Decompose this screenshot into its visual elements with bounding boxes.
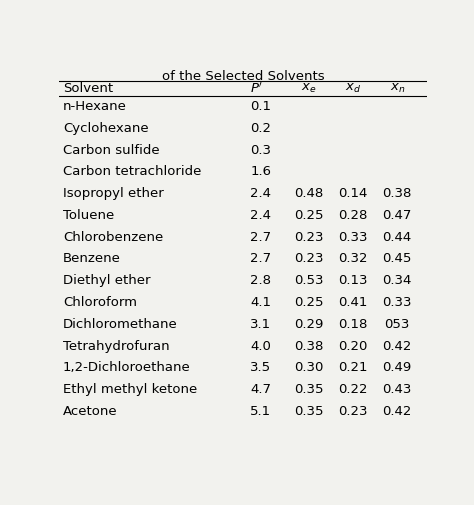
Text: 0.35: 0.35 bbox=[294, 383, 324, 396]
Text: 0.38: 0.38 bbox=[383, 187, 412, 200]
Text: Carbon sulfide: Carbon sulfide bbox=[63, 143, 160, 157]
Text: Tetrahydrofuran: Tetrahydrofuran bbox=[63, 339, 170, 352]
Text: 2.8: 2.8 bbox=[250, 274, 271, 287]
Text: 0.23: 0.23 bbox=[294, 252, 324, 266]
Text: 1,2-Dichloroethane: 1,2-Dichloroethane bbox=[63, 361, 191, 374]
Text: 0.34: 0.34 bbox=[383, 274, 412, 287]
Text: 0.20: 0.20 bbox=[338, 339, 368, 352]
Text: 0.23: 0.23 bbox=[294, 231, 324, 243]
Text: Diethyl ether: Diethyl ether bbox=[63, 274, 150, 287]
Text: 4.1: 4.1 bbox=[250, 296, 271, 309]
Text: Ethyl methyl ketone: Ethyl methyl ketone bbox=[63, 383, 197, 396]
Text: n-Hexane: n-Hexane bbox=[63, 100, 127, 113]
Text: 0.13: 0.13 bbox=[338, 274, 368, 287]
Text: 4.0: 4.0 bbox=[250, 339, 271, 352]
Text: 0.23: 0.23 bbox=[338, 405, 368, 418]
Text: 0.42: 0.42 bbox=[383, 405, 412, 418]
Text: 0.35: 0.35 bbox=[294, 405, 324, 418]
Text: 0.3: 0.3 bbox=[250, 143, 271, 157]
Text: 0.41: 0.41 bbox=[338, 296, 368, 309]
Text: 0.25: 0.25 bbox=[294, 296, 324, 309]
Text: 0.49: 0.49 bbox=[383, 361, 412, 374]
Text: 3.5: 3.5 bbox=[250, 361, 272, 374]
Text: $P'$: $P'$ bbox=[250, 81, 264, 96]
Text: 053: 053 bbox=[384, 318, 410, 331]
Text: Solvent: Solvent bbox=[63, 82, 113, 95]
Text: $x_d$: $x_d$ bbox=[345, 82, 361, 95]
Text: 4.7: 4.7 bbox=[250, 383, 271, 396]
Text: 1.6: 1.6 bbox=[250, 165, 271, 178]
Text: 0.42: 0.42 bbox=[383, 339, 412, 352]
Text: Isopropyl ether: Isopropyl ether bbox=[63, 187, 164, 200]
Text: $x_e$: $x_e$ bbox=[301, 82, 317, 95]
Text: 0.14: 0.14 bbox=[338, 187, 368, 200]
Text: Chlorobenzene: Chlorobenzene bbox=[63, 231, 163, 243]
Text: 0.47: 0.47 bbox=[383, 209, 412, 222]
Text: Acetone: Acetone bbox=[63, 405, 118, 418]
Text: 0.32: 0.32 bbox=[338, 252, 368, 266]
Text: 0.33: 0.33 bbox=[338, 231, 368, 243]
Text: Benzene: Benzene bbox=[63, 252, 121, 266]
Text: 0.18: 0.18 bbox=[338, 318, 368, 331]
Text: 2.4: 2.4 bbox=[250, 187, 271, 200]
Text: 5.1: 5.1 bbox=[250, 405, 272, 418]
Text: 0.53: 0.53 bbox=[294, 274, 324, 287]
Text: Cyclohexane: Cyclohexane bbox=[63, 122, 148, 135]
Text: Dichloromethane: Dichloromethane bbox=[63, 318, 178, 331]
Text: 0.43: 0.43 bbox=[383, 383, 412, 396]
Text: $x_n$: $x_n$ bbox=[390, 82, 405, 95]
Text: 2.7: 2.7 bbox=[250, 252, 272, 266]
Text: 2.7: 2.7 bbox=[250, 231, 272, 243]
Text: 0.29: 0.29 bbox=[294, 318, 324, 331]
Text: 0.28: 0.28 bbox=[338, 209, 368, 222]
Text: Toluene: Toluene bbox=[63, 209, 114, 222]
Text: 0.38: 0.38 bbox=[294, 339, 324, 352]
Text: 0.2: 0.2 bbox=[250, 122, 271, 135]
Text: of the Selected Solvents: of the Selected Solvents bbox=[162, 70, 324, 82]
Text: 0.1: 0.1 bbox=[250, 100, 271, 113]
Text: 0.30: 0.30 bbox=[294, 361, 324, 374]
Text: Carbon tetrachloride: Carbon tetrachloride bbox=[63, 165, 201, 178]
Text: Chloroform: Chloroform bbox=[63, 296, 137, 309]
Text: 0.45: 0.45 bbox=[383, 252, 412, 266]
Text: 0.44: 0.44 bbox=[383, 231, 412, 243]
Text: 0.21: 0.21 bbox=[338, 361, 368, 374]
Text: 0.22: 0.22 bbox=[338, 383, 368, 396]
Text: 0.25: 0.25 bbox=[294, 209, 324, 222]
Text: 0.33: 0.33 bbox=[383, 296, 412, 309]
Text: 0.48: 0.48 bbox=[294, 187, 324, 200]
Text: 2.4: 2.4 bbox=[250, 209, 271, 222]
Text: 3.1: 3.1 bbox=[250, 318, 272, 331]
